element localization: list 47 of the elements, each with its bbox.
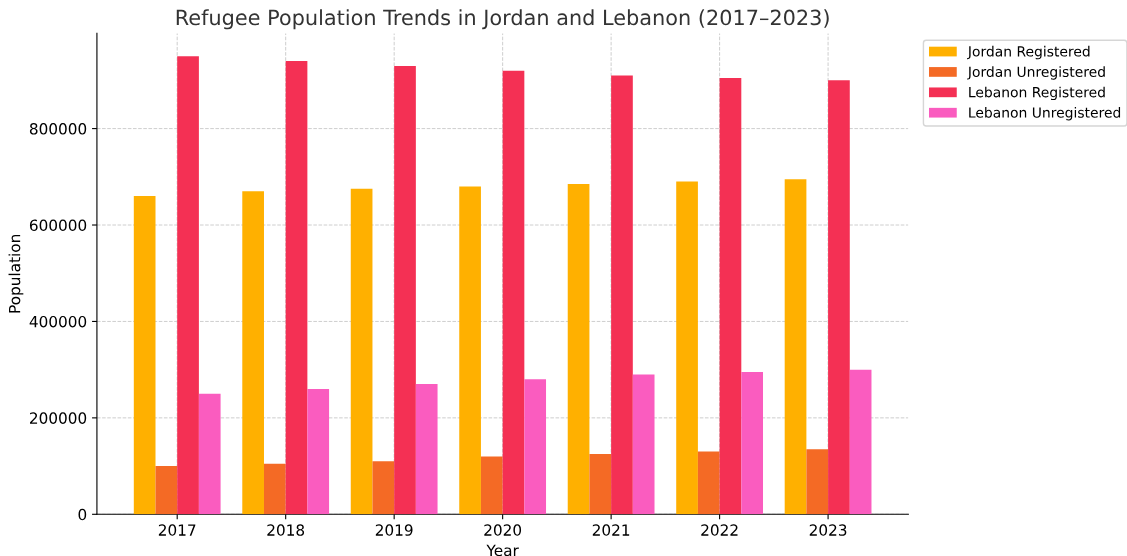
bar — [372, 461, 395, 515]
y-tick-label: 0 — [78, 508, 87, 521]
bar — [459, 186, 481, 515]
legend-label: Lebanon Registered — [969, 86, 1105, 101]
x-tick-label: 2021 — [592, 524, 630, 536]
bar — [480, 456, 503, 515]
bar — [784, 179, 807, 515]
bar — [350, 188, 373, 515]
bar — [133, 196, 156, 515]
x-axis-title: Year — [486, 544, 519, 556]
x-tick-label: 2018 — [267, 524, 305, 536]
bar — [177, 56, 199, 515]
bar — [415, 384, 438, 515]
x-tick-label: 2017 — [158, 524, 196, 536]
chart-title: Refugee Population Trends in Jordan and Lebanon (2017–2023) — [176, 9, 829, 30]
legend-label: Jordan Unregistered — [967, 66, 1105, 80]
bar — [567, 184, 590, 515]
bar — [502, 70, 525, 515]
y-axis-title: Population — [8, 235, 24, 313]
y-tick-label: 400000 — [29, 315, 87, 328]
bar — [741, 372, 763, 515]
bar — [611, 75, 633, 515]
bar — [719, 77, 742, 515]
y-tick-label: 600000 — [29, 219, 87, 232]
bar — [697, 451, 720, 515]
bar — [155, 466, 178, 515]
x-tick-label: 2022 — [701, 524, 738, 536]
y-tick-label: 200000 — [30, 412, 87, 424]
bar — [394, 65, 416, 515]
x-tick-label: 2019 — [375, 524, 413, 536]
bar — [263, 463, 286, 515]
bar — [198, 393, 221, 515]
bar — [242, 191, 264, 515]
bar — [524, 379, 547, 515]
bar — [285, 61, 308, 515]
legend-label: Jordan Registered — [967, 45, 1090, 60]
x-tick-label: 2023 — [809, 524, 847, 536]
bar — [828, 80, 850, 515]
bar — [632, 374, 655, 515]
legend-label: Lebanon Unregistered — [969, 107, 1121, 121]
bar — [307, 388, 330, 515]
y-tick-label: 800000 — [29, 123, 87, 135]
bar — [589, 454, 612, 515]
x-tick-label: 2020 — [484, 524, 522, 536]
bar — [806, 449, 829, 515]
bar — [676, 181, 698, 515]
bar — [849, 369, 872, 515]
